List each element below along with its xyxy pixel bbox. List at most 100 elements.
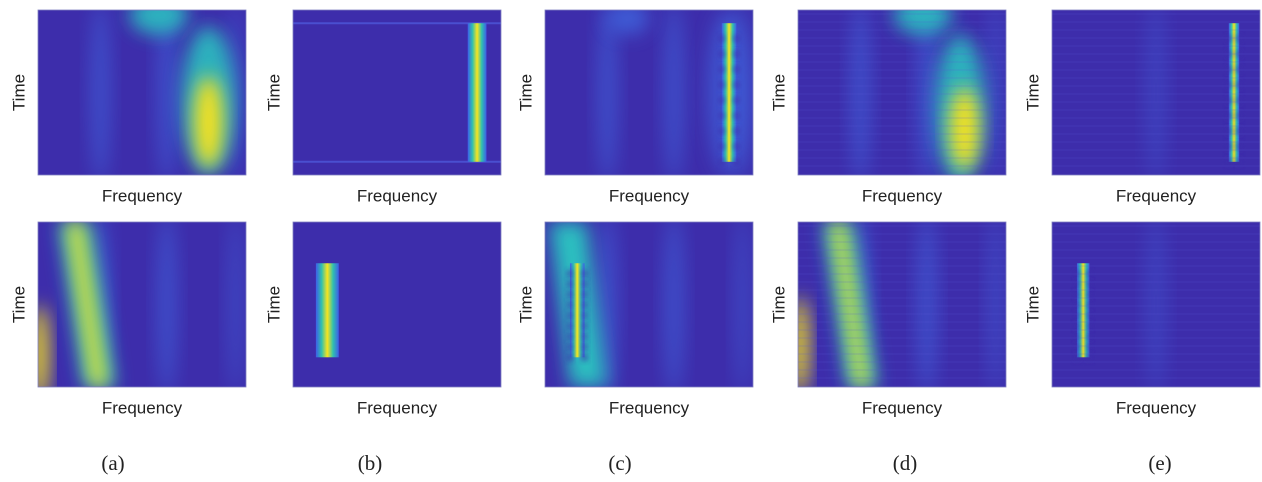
heat-notch — [1073, 280, 1080, 289]
heatmap — [38, 222, 246, 387]
y-axis-label: Time — [769, 74, 788, 111]
heat-notch — [718, 96, 725, 105]
heat-notch — [1225, 65, 1232, 74]
heat-notch — [581, 269, 588, 278]
heat-column — [467, 23, 487, 162]
heat-column — [721, 23, 737, 162]
y-axis-label: Time — [9, 286, 28, 323]
heat-notch — [1236, 127, 1243, 135]
plot-frame — [37, 9, 247, 176]
heat-notch — [566, 342, 573, 351]
heat-notch — [733, 96, 740, 105]
heat-notch — [718, 65, 725, 74]
x-axis-label: Frequency — [357, 398, 438, 417]
heat-notch — [1225, 80, 1232, 89]
subfigure-label: (d) — [893, 451, 918, 475]
heat-notch — [1086, 353, 1093, 362]
y-axis-label: Time — [516, 286, 535, 323]
heat-blob — [156, 10, 178, 175]
heat-notch — [566, 321, 573, 330]
heat-notch — [718, 157, 725, 166]
heat-notch — [1225, 142, 1232, 151]
heat-notch — [1225, 34, 1232, 43]
plot-frame — [292, 9, 502, 176]
heat-blob — [1145, 10, 1167, 175]
heat-blob — [227, 222, 244, 387]
x-axis-label: Frequency — [357, 186, 438, 205]
heat-notch — [733, 80, 740, 89]
heat-notch — [1086, 342, 1093, 351]
y-axis-label: Time — [516, 74, 535, 111]
heat-blob — [663, 10, 685, 175]
heat-notch — [1073, 311, 1080, 320]
heat-notch — [581, 311, 588, 320]
heat-notch — [566, 301, 573, 310]
heat-notch — [1086, 311, 1093, 320]
heat-column — [1228, 23, 1240, 162]
heat-column — [1076, 263, 1090, 358]
heat-blob — [987, 222, 1004, 387]
heat-notch — [566, 311, 573, 320]
heat-blob — [597, 222, 618, 387]
subfigure-label: (e) — [1148, 451, 1171, 475]
x-axis-label: Frequency — [102, 186, 183, 205]
plot-frame — [544, 9, 754, 176]
heat-notch — [581, 321, 588, 330]
heat-column — [315, 263, 339, 358]
heat-notch — [733, 111, 740, 120]
subfigure-label: (a) — [101, 451, 124, 475]
heat-notch — [1236, 34, 1243, 43]
heat-blob — [156, 222, 178, 387]
heatmap — [293, 10, 501, 175]
heat-notch — [581, 353, 588, 362]
heat-notch — [1086, 332, 1093, 341]
heat-notch — [581, 332, 588, 341]
heat-notch — [1225, 50, 1232, 58]
heatmap-bg — [293, 10, 501, 175]
heat-blob — [850, 10, 871, 175]
plot-frame — [797, 9, 1007, 176]
heat-notch — [581, 301, 588, 310]
y-axis-label: Time — [9, 74, 28, 111]
heat-notch — [718, 80, 725, 89]
heat-blob — [597, 10, 618, 175]
heat-column — [569, 263, 585, 358]
heat-notch — [566, 290, 573, 299]
heat-notch — [1086, 301, 1093, 310]
heat-notch — [733, 50, 740, 58]
x-axis-label: Frequency — [102, 398, 183, 417]
plot-frame — [544, 221, 754, 388]
heatmap — [1052, 10, 1260, 175]
heat-blob — [949, 87, 979, 171]
heat-notch — [1236, 111, 1243, 120]
heat-band — [831, 222, 869, 387]
x-axis-label: Frequency — [862, 186, 943, 205]
heat-notch — [1236, 80, 1243, 89]
heat-notch — [1236, 157, 1243, 166]
heat-notch — [1236, 96, 1243, 105]
heat-notch — [718, 127, 725, 135]
heat-notch — [1073, 290, 1080, 299]
heat-blob — [798, 296, 809, 387]
heat-notch — [733, 65, 740, 74]
heatmap — [293, 222, 501, 387]
heat-blob — [38, 304, 49, 387]
heat-notch — [1073, 301, 1080, 310]
y-axis-label: Time — [769, 286, 788, 323]
heat-blob — [987, 10, 1004, 175]
heat-notch — [733, 157, 740, 166]
heat-notch — [581, 290, 588, 299]
heat-notch — [1073, 332, 1080, 341]
plot-frame — [1051, 221, 1261, 388]
heat-notch — [581, 342, 588, 351]
heat-notch — [566, 280, 573, 289]
heat-blob — [1145, 222, 1167, 387]
heat-notch — [1236, 142, 1243, 151]
heat-notch — [718, 34, 725, 43]
x-axis-label: Frequency — [609, 186, 690, 205]
x-axis-label: Frequency — [1116, 186, 1197, 205]
heat-notch — [1086, 269, 1093, 278]
heat-notch — [1073, 342, 1080, 351]
heat-notch — [566, 332, 573, 341]
